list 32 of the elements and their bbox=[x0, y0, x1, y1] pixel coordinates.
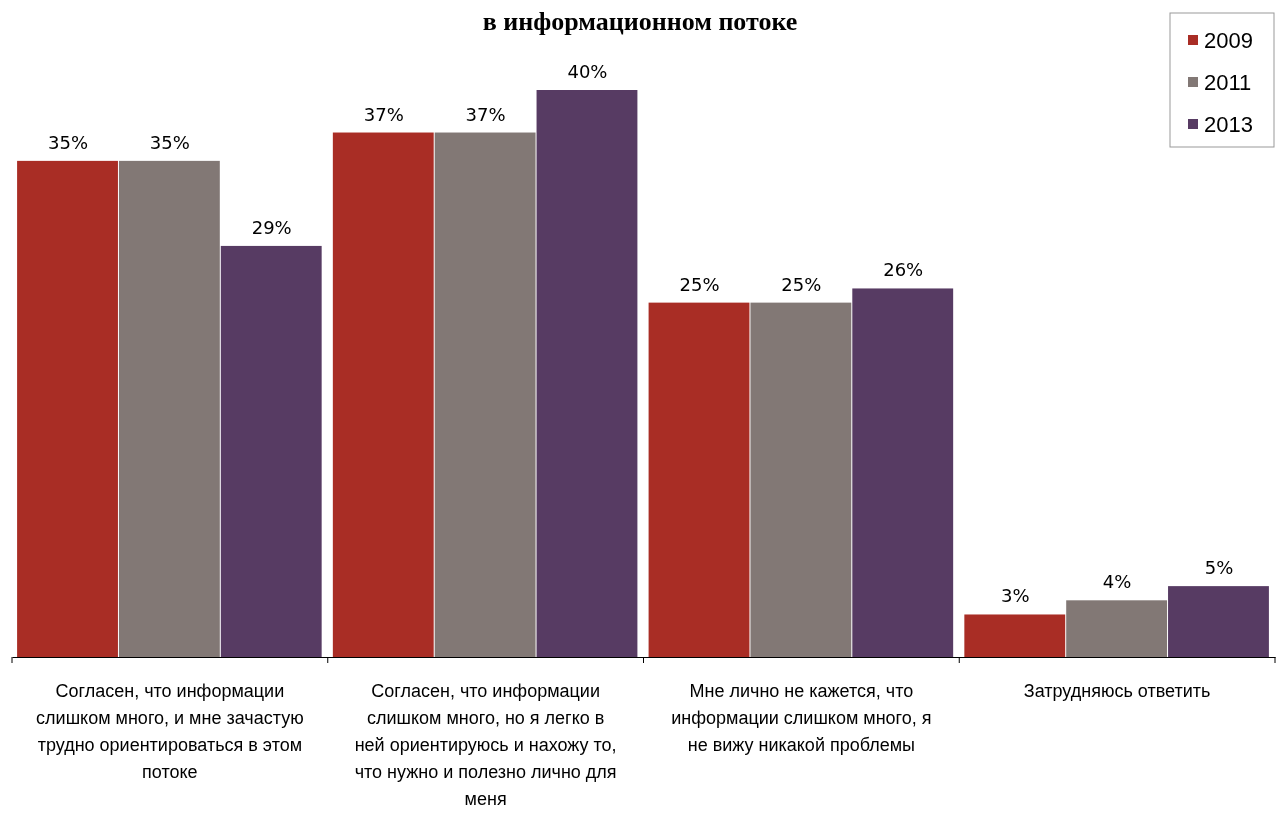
data-label: 26% bbox=[883, 259, 924, 281]
data-label: 35% bbox=[48, 131, 89, 153]
data-label: 25% bbox=[781, 273, 822, 295]
bar bbox=[17, 160, 118, 657]
bar bbox=[852, 288, 954, 657]
chart-title: в информационном потоке bbox=[482, 7, 798, 36]
x-tick-label: Затрудняюсь ответить bbox=[1023, 681, 1211, 701]
data-label: 35% bbox=[149, 131, 190, 153]
legend-label: 2011 bbox=[1204, 70, 1252, 95]
data-label: 25% bbox=[679, 273, 720, 295]
bar bbox=[220, 245, 322, 657]
bar bbox=[332, 132, 434, 657]
x-tick-label: Согласен, что информации слишком много, но я легко в ней ориентируюсь и нахожу то, что нужно и полезно лично для меня bbox=[354, 681, 617, 809]
data-label: 29% bbox=[251, 216, 292, 238]
data-label: 37% bbox=[363, 103, 404, 125]
x-tick-label: Согласен, что информации слишком много, и мне зачастую трудно ориентироваться в этом потоке bbox=[36, 681, 304, 782]
legend-label: 2009 bbox=[1204, 28, 1253, 53]
bar bbox=[536, 90, 638, 657]
bar bbox=[434, 132, 536, 657]
legend-label: 2013 bbox=[1204, 112, 1253, 137]
bar bbox=[1066, 600, 1168, 657]
data-label: 40% bbox=[567, 61, 608, 82]
bar bbox=[118, 160, 220, 657]
data-label: 4% bbox=[1102, 571, 1132, 593]
data-label: 37% bbox=[465, 103, 506, 125]
data-label: 3% bbox=[1000, 585, 1030, 607]
bar bbox=[1168, 586, 1269, 657]
x-tick-label: Мне лично не кажется, что информации слишком много, я не вижу никакой проблемы bbox=[671, 681, 932, 755]
bar bbox=[648, 302, 750, 657]
bar bbox=[964, 614, 1066, 657]
bar bbox=[750, 302, 852, 657]
data-label: 5% bbox=[1204, 557, 1234, 579]
